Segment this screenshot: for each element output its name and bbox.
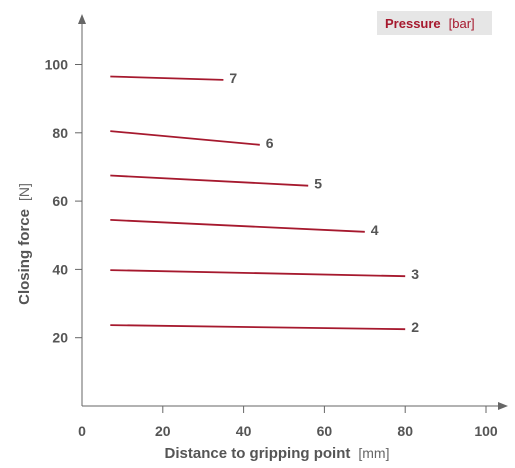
y-tick-label-40: 40 — [52, 261, 68, 277]
legend: Pressure [bar] — [377, 11, 492, 35]
series-label-5: 5 — [314, 176, 322, 192]
x-tick-label-40: 40 — [236, 423, 252, 439]
x-axis-title-unit: [mm] — [358, 445, 389, 461]
x-tick-label-0: 0 — [78, 423, 86, 439]
series-labels: 7 6 5 4 3 2 — [229, 70, 419, 335]
tick-marks — [75, 64, 487, 413]
series-label-6: 6 — [266, 135, 274, 151]
y-axis-title-unit: [N] — [16, 183, 32, 201]
series-line-5 — [110, 174, 309, 187]
legend-background — [377, 11, 492, 35]
x-axis-title-text: Distance to gripping point — [165, 445, 351, 462]
y-axis-title-text: Closing force — [16, 209, 33, 305]
series-label-7: 7 — [229, 70, 237, 86]
series-line-2 — [110, 324, 406, 331]
legend-text: Pressure [bar] — [385, 15, 475, 32]
x-axis-arrow-icon — [498, 402, 508, 410]
series-line-3 — [110, 269, 406, 278]
series-line-4 — [110, 219, 365, 233]
axes — [78, 14, 508, 410]
series-line-6 — [110, 130, 260, 146]
y-tick-label-20: 20 — [52, 330, 68, 346]
y-tick-label-80: 80 — [52, 125, 68, 141]
y-axis-arrow-icon — [78, 14, 86, 24]
series-label-4: 4 — [371, 222, 379, 238]
legend-unit: [bar] — [449, 16, 475, 31]
x-tick-label-20: 20 — [155, 423, 171, 439]
legend-title: Pressure — [385, 16, 441, 31]
x-tick-label-80: 80 — [397, 423, 413, 439]
series-label-3: 3 — [411, 266, 419, 282]
series-lines — [110, 75, 406, 331]
x-axis-title: Distance to gripping point [mm] — [165, 445, 390, 462]
y-tick-label-100: 100 — [45, 57, 69, 73]
x-tick-label-100: 100 — [474, 423, 498, 439]
y-axis-title: Closing force [N] — [16, 183, 33, 305]
x-tick-label-60: 60 — [317, 423, 333, 439]
y-tick-label-60: 60 — [52, 193, 68, 209]
tick-labels: 0 20 40 60 80 100 20 40 60 80 100 — [45, 57, 498, 440]
series-label-2: 2 — [411, 319, 419, 335]
series-line-7 — [110, 75, 224, 81]
